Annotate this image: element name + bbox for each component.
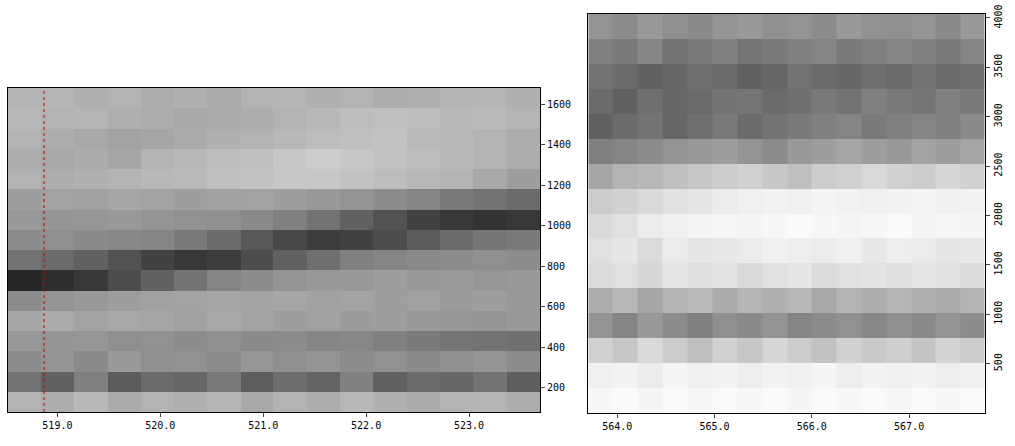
svg-text:3000: 3000 — [993, 103, 1004, 127]
svg-text:1000: 1000 — [547, 220, 571, 231]
svg-text:3500: 3500 — [993, 54, 1004, 78]
svg-text:522.0: 522.0 — [351, 420, 381, 431]
svg-text:1400: 1400 — [547, 139, 571, 150]
svg-text:800: 800 — [547, 261, 565, 272]
svg-text:565.0: 565.0 — [699, 421, 729, 432]
svg-text:500: 500 — [993, 353, 1004, 371]
svg-text:400: 400 — [547, 342, 565, 353]
svg-text:519.0: 519.0 — [42, 420, 72, 431]
svg-text:4000: 4000 — [993, 4, 1004, 28]
svg-text:1200: 1200 — [547, 180, 571, 191]
svg-text:523.0: 523.0 — [454, 420, 484, 431]
svg-text:567.0: 567.0 — [894, 421, 924, 432]
svg-text:200: 200 — [547, 382, 565, 393]
svg-text:566.0: 566.0 — [797, 421, 827, 432]
svg-text:2500: 2500 — [993, 153, 1004, 177]
svg-text:1500: 1500 — [993, 251, 1004, 275]
svg-text:600: 600 — [547, 301, 565, 312]
svg-text:564.0: 564.0 — [602, 421, 632, 432]
svg-text:521.0: 521.0 — [248, 420, 278, 431]
svg-text:1600: 1600 — [547, 99, 571, 110]
svg-text:1000: 1000 — [993, 301, 1004, 325]
svg-text:520.0: 520.0 — [145, 420, 175, 431]
svg-text:2000: 2000 — [993, 202, 1004, 226]
